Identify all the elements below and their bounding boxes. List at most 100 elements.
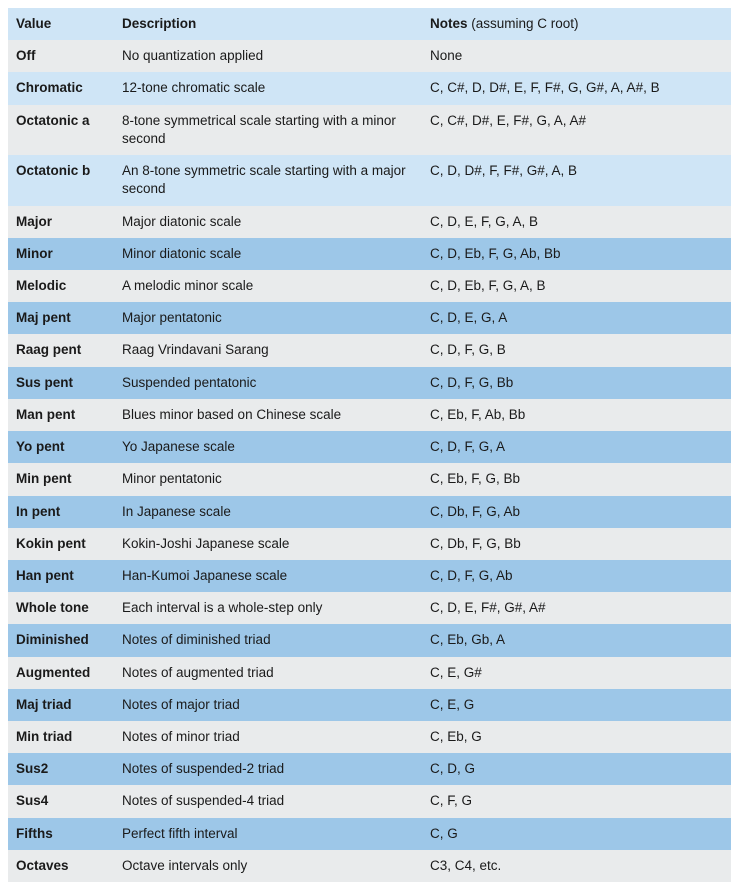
table-row: In pentIn Japanese scaleC, Db, F, G, Ab: [8, 496, 731, 528]
table-row: Kokin pentKokin-Joshi Japanese scaleC, D…: [8, 528, 731, 560]
cell-value: Min triad: [8, 721, 114, 753]
table-row: MelodicA melodic minor scaleC, D, Eb, F,…: [8, 270, 731, 302]
table-row: MinorMinor diatonic scaleC, D, Eb, F, G,…: [8, 238, 731, 270]
cell-value: Maj pent: [8, 302, 114, 334]
cell-notes: C, C#, D, D#, E, F, F#, G, G#, A, A#, B: [422, 72, 731, 104]
cell-description: An 8-tone symmetric scale starting with …: [114, 155, 422, 205]
cell-notes: C, Eb, Gb, A: [422, 624, 731, 656]
cell-value: Raag pent: [8, 334, 114, 366]
cell-notes: C, D, D#, F, F#, G#, A, B: [422, 155, 731, 205]
col-header-value: Value: [8, 8, 114, 40]
cell-notes: C, D, E, G, A: [422, 302, 731, 334]
cell-value: Sus pent: [8, 367, 114, 399]
cell-value: Octaves: [8, 850, 114, 882]
table-row: Min triadNotes of minor triadC, Eb, G: [8, 721, 731, 753]
table-row: Min pentMinor pentatonicC, Eb, F, G, Bb: [8, 463, 731, 495]
cell-notes: C, D, Eb, F, G, A, B: [422, 270, 731, 302]
cell-value: Han pent: [8, 560, 114, 592]
cell-notes: C, D, F, G, Bb: [422, 367, 731, 399]
cell-notes: C, Eb, F, G, Bb: [422, 463, 731, 495]
cell-notes: C, D, E, F, G, A, B: [422, 206, 731, 238]
cell-value: Major: [8, 206, 114, 238]
cell-description: Notes of major triad: [114, 689, 422, 721]
cell-notes: C, Db, F, G, Bb: [422, 528, 731, 560]
cell-value: Octatonic a: [8, 105, 114, 155]
cell-description: Notes of minor triad: [114, 721, 422, 753]
table-row: Maj triadNotes of major triadC, E, G: [8, 689, 731, 721]
cell-description: A melodic minor scale: [114, 270, 422, 302]
cell-value: Melodic: [8, 270, 114, 302]
table-row: Maj pentMajor pentatonicC, D, E, G, A: [8, 302, 731, 334]
table-row: Han pentHan-Kumoi Japanese scaleC, D, F,…: [8, 560, 731, 592]
cell-value: Whole tone: [8, 592, 114, 624]
cell-description: Major pentatonic: [114, 302, 422, 334]
cell-value: Off: [8, 40, 114, 72]
col-header-notes: Notes (assuming C root): [422, 8, 731, 40]
table-body: OffNo quantization appliedNoneChromatic1…: [8, 40, 731, 882]
cell-description: Minor diatonic scale: [114, 238, 422, 270]
cell-value: Kokin pent: [8, 528, 114, 560]
table-header-row: Value Description Notes (assuming C root…: [8, 8, 731, 40]
cell-notes: C, D, E, F#, G#, A#: [422, 592, 731, 624]
table-row: Octatonic bAn 8-tone symmetric scale sta…: [8, 155, 731, 205]
cell-value: Augmented: [8, 657, 114, 689]
cell-notes: C, C#, D#, E, F#, G, A, A#: [422, 105, 731, 155]
cell-description: Kokin-Joshi Japanese scale: [114, 528, 422, 560]
table-row: Sus4Notes of suspended-4 triadC, F, G: [8, 785, 731, 817]
cell-description: Notes of diminished triad: [114, 624, 422, 656]
cell-description: 8-tone symmetrical scale starting with a…: [114, 105, 422, 155]
col-header-description: Description: [114, 8, 422, 40]
cell-notes: C, F, G: [422, 785, 731, 817]
cell-value: Diminished: [8, 624, 114, 656]
table-row: Sus2Notes of suspended-2 triadC, D, G: [8, 753, 731, 785]
cell-description: Yo Japanese scale: [114, 431, 422, 463]
cell-notes: C, D, G: [422, 753, 731, 785]
cell-description: Each interval is a whole-step only: [114, 592, 422, 624]
table-row: Chromatic12-tone chromatic scaleC, C#, D…: [8, 72, 731, 104]
table-row: AugmentedNotes of augmented triadC, E, G…: [8, 657, 731, 689]
table-row: Sus pentSuspended pentatonicC, D, F, G, …: [8, 367, 731, 399]
table-row: Whole toneEach interval is a whole-step …: [8, 592, 731, 624]
col-header-notes-sub: (assuming C root): [468, 16, 579, 31]
cell-description: Major diatonic scale: [114, 206, 422, 238]
cell-value: Minor: [8, 238, 114, 270]
cell-value: Chromatic: [8, 72, 114, 104]
cell-value: Sus4: [8, 785, 114, 817]
cell-notes: C, D, Eb, F, G, Ab, Bb: [422, 238, 731, 270]
cell-value: Sus2: [8, 753, 114, 785]
cell-description: 12-tone chromatic scale: [114, 72, 422, 104]
cell-description: Notes of augmented triad: [114, 657, 422, 689]
cell-notes: C, D, F, G, Ab: [422, 560, 731, 592]
table-row: Octatonic a8-tone symmetrical scale star…: [8, 105, 731, 155]
cell-value: In pent: [8, 496, 114, 528]
scale-table: Value Description Notes (assuming C root…: [8, 8, 731, 882]
table-row: Man pentBlues minor based on Chinese sca…: [8, 399, 731, 431]
cell-description: Notes of suspended-2 triad: [114, 753, 422, 785]
table-row: DiminishedNotes of diminished triadC, Eb…: [8, 624, 731, 656]
cell-description: Raag Vrindavani Sarang: [114, 334, 422, 366]
cell-notes: C3, C4, etc.: [422, 850, 731, 882]
cell-description: Notes of suspended-4 triad: [114, 785, 422, 817]
cell-notes: C, Db, F, G, Ab: [422, 496, 731, 528]
cell-description: Octave intervals only: [114, 850, 422, 882]
cell-value: Man pent: [8, 399, 114, 431]
cell-description: In Japanese scale: [114, 496, 422, 528]
table-row: OffNo quantization appliedNone: [8, 40, 731, 72]
table-row: Yo pentYo Japanese scaleC, D, F, G, A: [8, 431, 731, 463]
col-header-notes-bold: Notes: [430, 16, 468, 31]
cell-notes: C, D, F, G, B: [422, 334, 731, 366]
cell-description: Blues minor based on Chinese scale: [114, 399, 422, 431]
cell-description: Suspended pentatonic: [114, 367, 422, 399]
cell-notes: C, D, F, G, A: [422, 431, 731, 463]
cell-value: Min pent: [8, 463, 114, 495]
cell-notes: C, Eb, G: [422, 721, 731, 753]
cell-value: Maj triad: [8, 689, 114, 721]
cell-notes: C, E, G: [422, 689, 731, 721]
cell-notes: C, E, G#: [422, 657, 731, 689]
table-row: MajorMajor diatonic scaleC, D, E, F, G, …: [8, 206, 731, 238]
cell-notes: C, Eb, F, Ab, Bb: [422, 399, 731, 431]
cell-description: No quantization applied: [114, 40, 422, 72]
cell-value: Octatonic b: [8, 155, 114, 205]
cell-notes: None: [422, 40, 731, 72]
table-row: OctavesOctave intervals onlyC3, C4, etc.: [8, 850, 731, 882]
